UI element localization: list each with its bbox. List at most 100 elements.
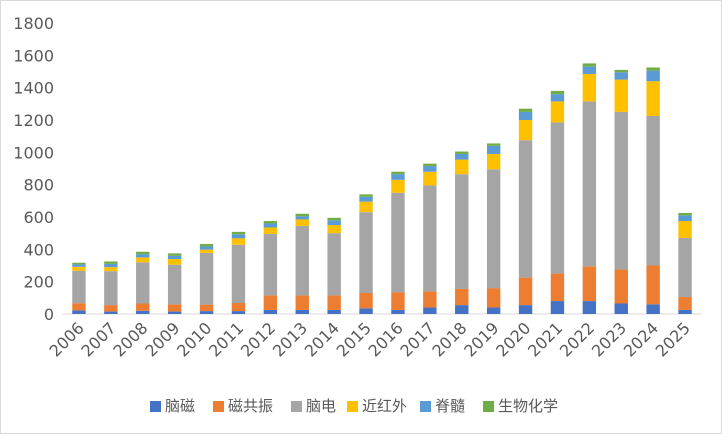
- bar-segment-2014-5: [327, 218, 340, 220]
- bar-segment-2015-0: [359, 308, 372, 314]
- bar-segment-2013-5: [296, 214, 309, 216]
- bar-segment-2008-5: [136, 252, 149, 254]
- bar-segment-2023-1: [615, 270, 628, 304]
- bar-segment-2010-0: [200, 311, 213, 314]
- bar-segment-2022-2: [583, 101, 596, 266]
- bar-segment-2025-0: [678, 310, 691, 314]
- legend-swatch: [150, 401, 161, 412]
- bar-segment-2014-4: [327, 220, 340, 225]
- bar-segment-2016-3: [391, 180, 404, 193]
- bar-segment-2009-4: [168, 256, 181, 259]
- legend-label: 脑磁: [165, 397, 195, 415]
- legend-item: 脑磁: [150, 397, 195, 415]
- bar-stack-2017: [423, 164, 436, 314]
- y-tick-label: 0: [44, 305, 54, 324]
- bar-segment-2018-5: [455, 152, 468, 154]
- bar-stack-2015: [359, 194, 372, 314]
- bar-segment-2007-2: [104, 271, 117, 305]
- x-tick-label: 2020: [492, 318, 534, 360]
- bar-segment-2007-5: [104, 261, 117, 263]
- bar-stack-2013: [296, 214, 309, 314]
- bar-segment-2010-4: [200, 246, 213, 249]
- bar-segment-2022-4: [583, 67, 596, 74]
- bar-segment-2017-3: [423, 172, 436, 186]
- bar-segment-2016-0: [391, 310, 404, 314]
- x-tick-label: 2019: [460, 318, 502, 360]
- bar-segment-2006-2: [72, 271, 85, 303]
- legend-swatch: [483, 401, 494, 412]
- x-tick-label: 2008: [109, 318, 151, 360]
- y-tick-label: 800: [23, 176, 54, 195]
- bar-segment-2013-0: [296, 310, 309, 314]
- bar-segment-2015-4: [359, 197, 372, 202]
- bar-segment-2006-3: [72, 267, 85, 271]
- bar-segment-2025-2: [678, 238, 691, 297]
- bar-segment-2023-3: [615, 80, 628, 112]
- legend-label: 生物化学: [498, 397, 558, 415]
- bar-segment-2020-1: [519, 278, 532, 305]
- bar-segment-2016-4: [391, 174, 404, 180]
- x-tick-label: 2015: [333, 318, 375, 360]
- bar-segment-2023-0: [615, 303, 628, 314]
- bar-segment-2020-5: [519, 109, 532, 112]
- x-tick-label: 2014: [301, 318, 343, 360]
- y-tick-label: 400: [23, 240, 54, 259]
- bar-segment-2013-1: [296, 295, 309, 310]
- x-tick-label: 2024: [620, 318, 662, 360]
- bar-segment-2021-5: [551, 91, 564, 94]
- bar-stack-2008: [136, 252, 149, 314]
- bar-segment-2009-1: [168, 304, 181, 311]
- bar-segment-2021-0: [551, 301, 564, 314]
- bar-segment-2024-5: [646, 67, 659, 70]
- legend-label: 磁共振: [228, 397, 273, 415]
- legend-item: 脊髓: [420, 397, 465, 415]
- bar-segment-2019-2: [487, 169, 500, 288]
- bar-segment-2010-5: [200, 244, 213, 246]
- bar-segment-2018-1: [455, 289, 468, 305]
- y-axis-ticks: 020040060080010001200140016001800: [13, 14, 54, 324]
- x-tick-label: 2011: [205, 318, 247, 360]
- bar-segment-2010-3: [200, 250, 213, 253]
- bar-segment-2016-2: [391, 193, 404, 292]
- bar-segment-2012-0: [264, 310, 277, 314]
- bar-stack-2010: [200, 244, 213, 314]
- bar-segment-2010-1: [200, 305, 213, 311]
- bar-segment-2006-5: [72, 263, 85, 265]
- bar-segment-2010-2: [200, 253, 213, 305]
- legend-label: 脑电: [306, 397, 336, 415]
- x-tick-label: 2006: [46, 318, 88, 360]
- bar-segment-2024-2: [646, 116, 659, 266]
- x-tick-label: 2023: [588, 318, 630, 360]
- bar-segment-2015-2: [359, 212, 372, 293]
- bar-segment-2009-5: [168, 253, 181, 255]
- bar-segment-2012-2: [264, 234, 277, 295]
- y-tick-label: 600: [23, 208, 54, 227]
- bar-segment-2019-0: [487, 308, 500, 314]
- bar-segment-2012-5: [264, 221, 277, 223]
- bar-segment-2024-4: [646, 71, 659, 82]
- bar-stack-2009: [168, 253, 181, 314]
- bar-segment-2012-1: [264, 295, 277, 310]
- bar-segment-2014-0: [327, 310, 340, 314]
- bar-segment-2014-1: [327, 295, 340, 310]
- bar-segment-2025-4: [678, 215, 691, 221]
- x-tick-label: 2007: [77, 318, 119, 360]
- bar-segment-2007-3: [104, 267, 117, 271]
- legend-item: 磁共振: [213, 397, 273, 415]
- bar-segment-2014-2: [327, 233, 340, 295]
- bar-segment-2018-3: [455, 160, 468, 175]
- bar-segment-2011-1: [232, 303, 245, 311]
- bar-segment-2016-1: [391, 292, 404, 310]
- bar-segment-2023-5: [615, 70, 628, 72]
- bar-segment-2008-1: [136, 303, 149, 310]
- bar-segment-2013-3: [296, 219, 309, 225]
- y-tick-label: 1400: [13, 79, 54, 98]
- bar-segment-2015-5: [359, 194, 372, 196]
- bar-segment-2011-0: [232, 311, 245, 314]
- bar-segment-2017-4: [423, 166, 436, 172]
- bar-segment-2021-4: [551, 94, 564, 101]
- bar-segment-2020-0: [519, 305, 532, 314]
- bar-segment-2024-0: [646, 304, 659, 314]
- x-tick-label: 2021: [524, 318, 566, 360]
- x-tick-label: 2018: [428, 318, 470, 360]
